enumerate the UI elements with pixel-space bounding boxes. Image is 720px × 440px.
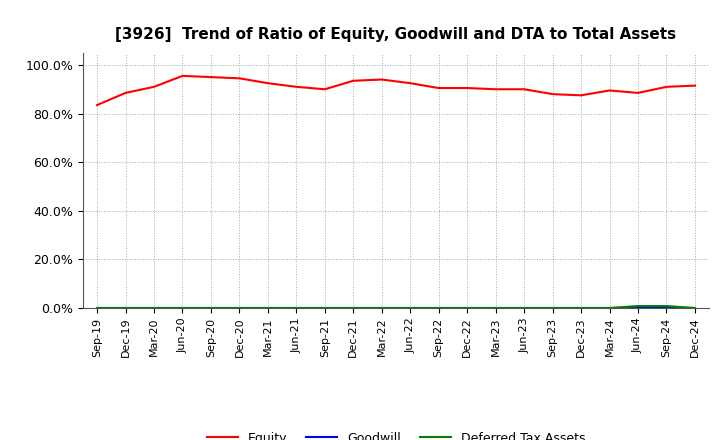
Goodwill <box>549 305 557 311</box>
Deferred Tax Assets <box>463 305 472 311</box>
Goodwill <box>377 305 386 311</box>
Deferred Tax Assets <box>690 305 699 311</box>
Equity <box>549 92 557 97</box>
Equity <box>292 84 301 89</box>
Equity <box>93 103 102 108</box>
Equity <box>320 87 329 92</box>
Equity <box>406 81 415 86</box>
Deferred Tax Assets <box>235 305 243 311</box>
Goodwill <box>634 305 642 311</box>
Deferred Tax Assets <box>520 305 528 311</box>
Deferred Tax Assets <box>320 305 329 311</box>
Goodwill <box>690 305 699 311</box>
Equity <box>207 74 215 80</box>
Deferred Tax Assets <box>178 305 186 311</box>
Deferred Tax Assets <box>577 305 585 311</box>
Line: Equity: Equity <box>97 76 695 105</box>
Goodwill <box>434 305 443 311</box>
Deferred Tax Assets <box>606 305 614 311</box>
Equity <box>377 77 386 82</box>
Goodwill <box>178 305 186 311</box>
Equity <box>349 78 358 84</box>
Deferred Tax Assets <box>150 305 158 311</box>
Deferred Tax Assets <box>121 305 130 311</box>
Deferred Tax Assets <box>662 304 671 309</box>
Goodwill <box>320 305 329 311</box>
Deferred Tax Assets <box>549 305 557 311</box>
Deferred Tax Assets <box>634 304 642 309</box>
Goodwill <box>121 305 130 311</box>
Goodwill <box>292 305 301 311</box>
Deferred Tax Assets <box>93 305 102 311</box>
Deferred Tax Assets <box>264 305 272 311</box>
Legend: Equity, Goodwill, Deferred Tax Assets: Equity, Goodwill, Deferred Tax Assets <box>202 427 590 440</box>
Goodwill <box>207 305 215 311</box>
Equity <box>690 83 699 88</box>
Equity <box>150 84 158 89</box>
Goodwill <box>264 305 272 311</box>
Deferred Tax Assets <box>207 305 215 311</box>
Equity <box>520 87 528 92</box>
Goodwill <box>349 305 358 311</box>
Deferred Tax Assets <box>491 305 500 311</box>
Goodwill <box>606 305 614 311</box>
Deferred Tax Assets <box>434 305 443 311</box>
Goodwill <box>577 305 585 311</box>
Goodwill <box>491 305 500 311</box>
Equity <box>121 90 130 95</box>
Equity <box>491 87 500 92</box>
Equity <box>634 90 642 95</box>
Goodwill <box>520 305 528 311</box>
Deferred Tax Assets <box>406 305 415 311</box>
Equity <box>463 85 472 91</box>
Title: [3926]  Trend of Ratio of Equity, Goodwill and DTA to Total Assets: [3926] Trend of Ratio of Equity, Goodwil… <box>115 27 677 42</box>
Equity <box>235 76 243 81</box>
Equity <box>662 84 671 89</box>
Goodwill <box>150 305 158 311</box>
Deferred Tax Assets <box>292 305 301 311</box>
Goodwill <box>406 305 415 311</box>
Equity <box>178 73 186 78</box>
Goodwill <box>662 305 671 311</box>
Line: Deferred Tax Assets: Deferred Tax Assets <box>97 306 695 308</box>
Goodwill <box>235 305 243 311</box>
Goodwill <box>463 305 472 311</box>
Equity <box>264 81 272 86</box>
Equity <box>434 85 443 91</box>
Equity <box>606 88 614 93</box>
Goodwill <box>93 305 102 311</box>
Deferred Tax Assets <box>377 305 386 311</box>
Deferred Tax Assets <box>349 305 358 311</box>
Equity <box>577 93 585 98</box>
